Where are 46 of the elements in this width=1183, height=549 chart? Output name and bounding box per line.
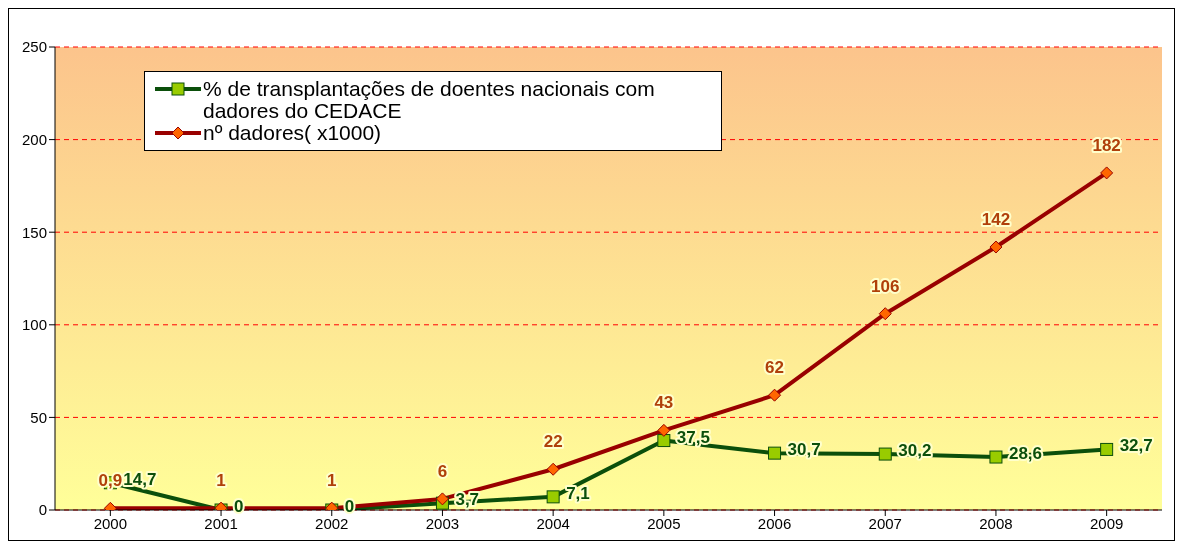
point <box>878 307 892 321</box>
data-label: 6 <box>437 461 448 481</box>
y-tick-label: 0 <box>38 501 47 519</box>
data-label: 32,7 <box>1119 436 1153 456</box>
data-label: 1 <box>327 471 337 491</box>
point <box>1100 166 1114 180</box>
data-label: 62 <box>765 358 785 378</box>
data-label: 182 <box>1092 135 1121 155</box>
x-tick-label: 2003 <box>425 514 460 532</box>
data-label: 22 <box>543 432 563 452</box>
point <box>657 434 671 448</box>
x-tick-label: 2007 <box>868 514 902 532</box>
data-label: 0 <box>344 497 355 516</box>
data-label: 0 <box>234 497 244 516</box>
x-tick-label: 2005 <box>647 514 681 532</box>
x-tick-label: 2000 <box>93 514 128 532</box>
x-tick-label: 2001 <box>204 514 238 532</box>
data-label: 14,7 <box>123 469 157 489</box>
point <box>768 446 782 460</box>
y-tick-label: 250 <box>21 38 47 56</box>
point <box>768 388 782 402</box>
legend-label: nº dadores( x1000) <box>203 121 382 144</box>
data-label: 0,9 <box>98 471 123 491</box>
x-tick-label: 2009 <box>1089 514 1124 532</box>
point <box>989 450 1003 464</box>
point <box>435 492 449 506</box>
point <box>989 240 1003 254</box>
point <box>546 462 560 476</box>
x-tick-label: 2008 <box>979 514 1013 532</box>
x-tick-label: 2002 <box>315 514 349 532</box>
point <box>657 423 671 437</box>
x-tick-label: 2006 <box>757 514 792 532</box>
y-tick-label: 150 <box>21 223 47 241</box>
point <box>546 490 560 504</box>
point <box>1100 442 1114 456</box>
x-tick-label: 2004 <box>536 514 570 532</box>
data-label: 7,1 <box>566 483 590 503</box>
data-label: 43 <box>654 393 674 413</box>
data-label: 1 <box>216 471 226 491</box>
y-tick-label: 50 <box>30 408 47 426</box>
y-tick-label: 200 <box>21 130 47 148</box>
point <box>878 447 892 461</box>
data-label: 142 <box>981 210 1011 230</box>
data-label: 3,7 <box>455 490 480 510</box>
y-tick-label: 100 <box>21 316 47 334</box>
data-label: 106 <box>871 276 900 296</box>
